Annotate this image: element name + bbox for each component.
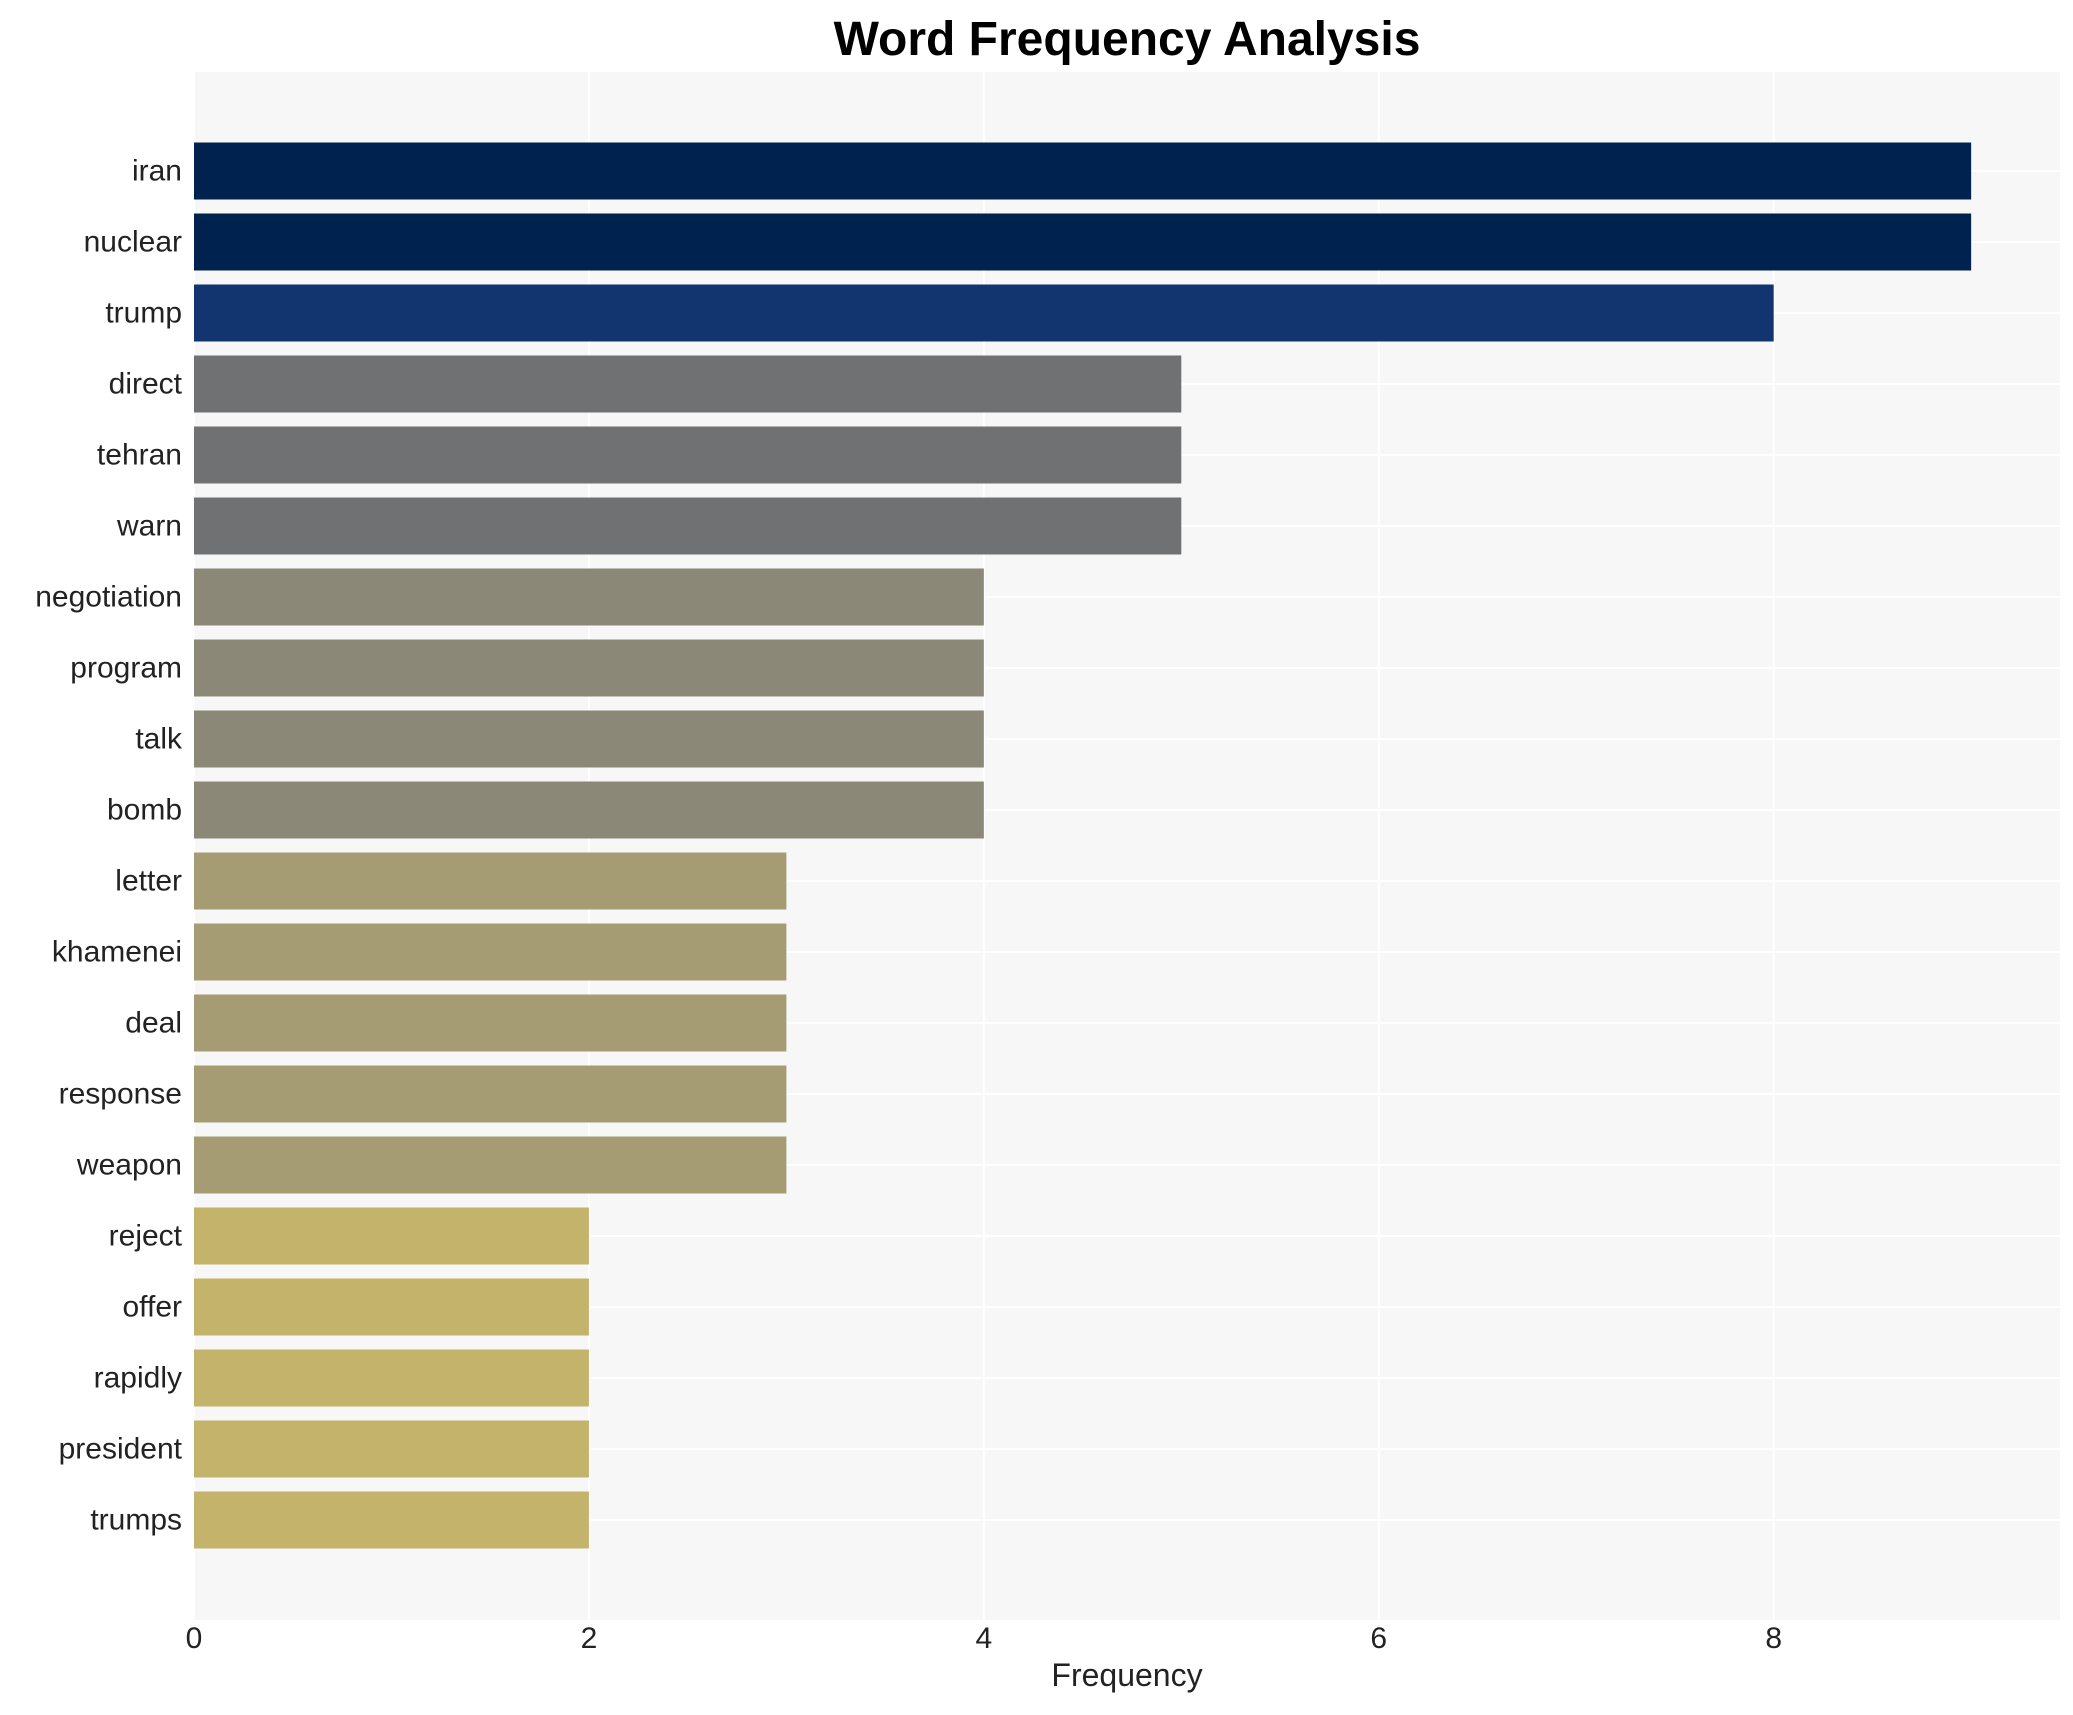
bar-talk	[194, 710, 984, 768]
bar-nuclear	[194, 213, 1972, 271]
y-tick-label: direct	[109, 368, 183, 401]
x-tick-label: 2	[581, 1622, 598, 1655]
y-tick-label: talk	[135, 723, 183, 756]
bar-tehran	[194, 426, 1182, 484]
bars	[194, 142, 1972, 1549]
bar-rapidly	[194, 1349, 589, 1407]
y-tick-label: trump	[105, 297, 182, 330]
x-tick-label: 0	[186, 1622, 203, 1655]
y-tick-label: tehran	[97, 439, 182, 472]
bar-response	[194, 1065, 787, 1123]
y-tick-label: president	[59, 1433, 183, 1466]
bar-president	[194, 1420, 589, 1478]
y-tick-label: letter	[115, 865, 182, 898]
bar-weapon	[194, 1136, 787, 1194]
chart-title: Word Frequency Analysis	[834, 13, 1421, 66]
bar-offer	[194, 1278, 589, 1336]
y-tick-label: response	[59, 1078, 182, 1111]
y-tick-label: weapon	[76, 1149, 182, 1182]
y-tick-label: program	[70, 652, 182, 685]
bar-letter	[194, 852, 787, 910]
y-tick-label: rapidly	[94, 1362, 182, 1395]
y-tick-label: khamenei	[52, 936, 182, 969]
bar-direct	[194, 355, 1182, 413]
y-tick-label: negotiation	[35, 581, 182, 614]
y-tick-label: trumps	[90, 1504, 182, 1537]
x-tick-label: 6	[1370, 1622, 1387, 1655]
bar-khamenei	[194, 923, 787, 981]
x-tick-labels: 0 2 4 6 8	[186, 1622, 1782, 1655]
y-tick-label: offer	[123, 1291, 183, 1324]
y-tick-label: bomb	[107, 794, 182, 827]
x-tick-label: 8	[1765, 1622, 1782, 1655]
bar-reject	[194, 1207, 589, 1265]
y-tick-label: warn	[116, 510, 182, 543]
y-tick-labels: iran nuclear trump direct tehran warn negotiat…	[35, 155, 183, 1537]
y-tick-label: deal	[125, 1007, 182, 1040]
x-tick-label: 4	[975, 1622, 992, 1655]
bar-trumps	[194, 1491, 589, 1549]
bar-iran	[194, 142, 1972, 200]
bar-negotiation	[194, 568, 984, 626]
x-axis-label: Frequency	[1051, 1657, 1202, 1693]
bar-bomb	[194, 781, 984, 839]
bar-warn	[194, 497, 1182, 555]
y-tick-label: reject	[109, 1220, 183, 1253]
bar-deal	[194, 994, 787, 1052]
y-tick-label: nuclear	[84, 226, 182, 259]
y-tick-label: iran	[132, 155, 182, 188]
bar-program	[194, 639, 984, 697]
bar-trump	[194, 284, 1774, 342]
